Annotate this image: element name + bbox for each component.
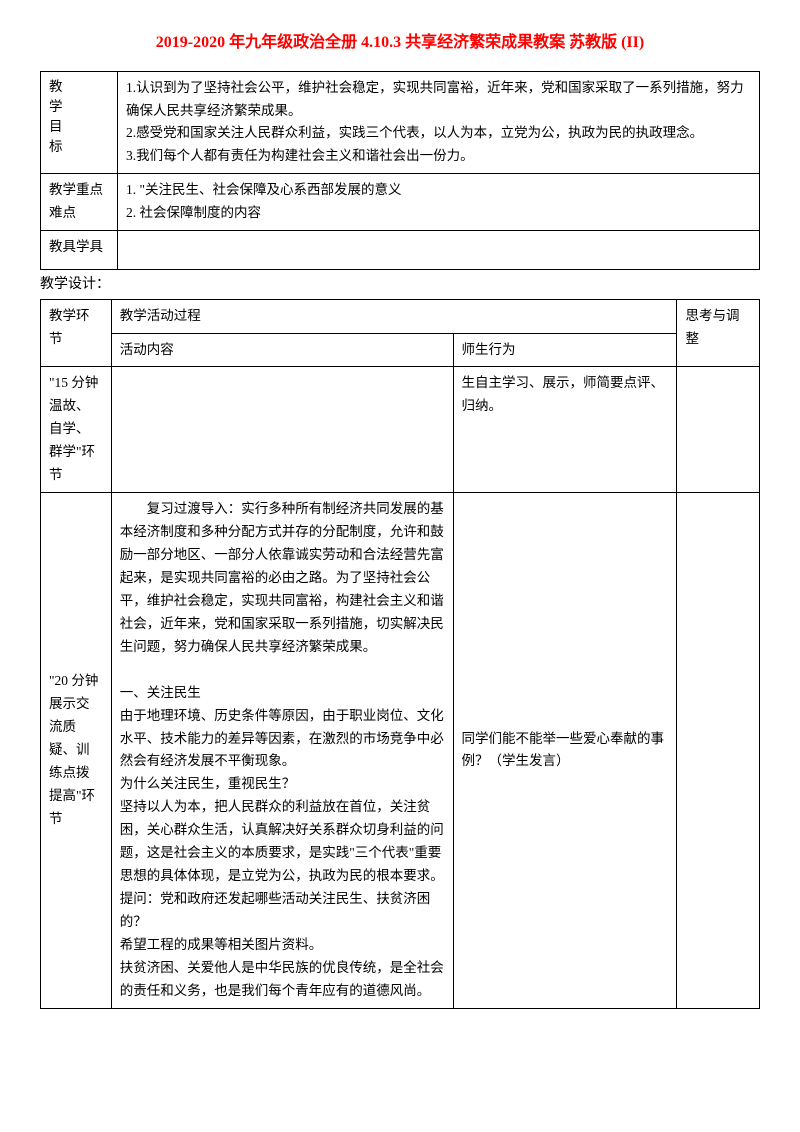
objectives-table: 教学目标 1.认识到为了坚持社会公平，维护社会稳定，实现共同富裕，近年来，党和国… <box>40 71 760 271</box>
para-text: 坚持以人为本，把人民群众的利益放在首位，关注贫困，关心群众生活，认真解决好关系群… <box>120 796 445 888</box>
activity-content: 复习过渡导入：实行多种所有制经济共同发展的基本经济制度和多种分配方式并存的分配制… <box>111 493 453 1009</box>
label-cell: 教学目标 <box>41 71 118 174</box>
document-title: 2019-2020 年九年级政治全册 4.10.3 共享经济繁荣成果教案 苏教版… <box>40 30 760 56</box>
section-title: 一、关注民生 <box>120 682 445 705</box>
keypoints-content: 1. "关注民生、社会保障及心系西部发展的意义 2. 社会保障制度的内容 <box>118 174 760 231</box>
label-cell: 教学重点难点 <box>41 174 118 231</box>
header-stage: 教学环节 <box>41 299 112 367</box>
table-row: 活动内容 师生行为 <box>41 333 760 367</box>
design-label: 教学设计： <box>40 274 760 296</box>
para-text: 扶贫济困、关爱他人是中华民族的优良传统，是全社会的责任和义务，也是我们每个青年应… <box>120 957 445 1003</box>
behavior-content: 生自主学习、展示，师简要点评、归纳。 <box>453 367 677 493</box>
header-activity: 活动内容 <box>111 333 453 367</box>
design-table: 教学环节 教学活动过程 思考与调整 活动内容 师生行为 "15 分钟温故、自学、… <box>40 299 760 1009</box>
question-text: 为什么关注民生，重视民生？ <box>120 773 445 796</box>
header-process: 教学活动过程 <box>111 299 677 333</box>
header-adjust: 思考与调整 <box>677 299 760 367</box>
intro-text: 复习过渡导入：实行多种所有制经济共同发展的基本经济制度和多种分配方式并存的分配制… <box>120 498 445 659</box>
table-row: "20 分钟展示交流质疑、训练点拨提高"环节 复习过渡导入：实行多种所有制经济共… <box>41 493 760 1009</box>
title-text: 2019-2020 年九年级政治全册 4.10.3 共享经济繁荣成果教案 苏教版… <box>156 34 644 51</box>
para-text: 由于地理环境、历史条件等原因，由于职业岗位、文化水平、技术能力的差异等因素，在激… <box>120 705 445 774</box>
adjust-cell <box>677 367 760 493</box>
adjust-cell <box>677 493 760 1009</box>
behavior-content: 同学们能不能举一些爱心奉献的事例？（学生发言） <box>453 493 677 1009</box>
stage-cell: "15 分钟温故、自学、群学"环节 <box>41 367 112 493</box>
objectives-label: 教学目标 <box>49 77 63 158</box>
stage-cell: "20 分钟展示交流质疑、训练点拨提高"环节 <box>41 493 112 1009</box>
activity-content <box>111 367 453 493</box>
table-row: "15 分钟温故、自学、群学"环节 生自主学习、展示，师简要点评、归纳。 <box>41 367 760 493</box>
question-text: 提问：党和政府还发起哪些活动关注民生、扶贫济困的？ <box>120 888 445 934</box>
table-row: 教具学具 <box>41 231 760 270</box>
table-row: 教学环节 教学活动过程 思考与调整 <box>41 299 760 333</box>
tools-content <box>118 231 760 270</box>
header-behavior: 师生行为 <box>453 333 677 367</box>
objectives-content: 1.认识到为了坚持社会公平，维护社会稳定，实现共同富裕，近年来，党和国家采取了一… <box>118 71 760 174</box>
table-row: 教学重点难点 1. "关注民生、社会保障及心系西部发展的意义 2. 社会保障制度… <box>41 174 760 231</box>
table-row: 教学目标 1.认识到为了坚持社会公平，维护社会稳定，实现共同富裕，近年来，党和国… <box>41 71 760 174</box>
para-text: 希望工程的成果等相关图片资料。 <box>120 934 445 957</box>
label-cell: 教具学具 <box>41 231 118 270</box>
